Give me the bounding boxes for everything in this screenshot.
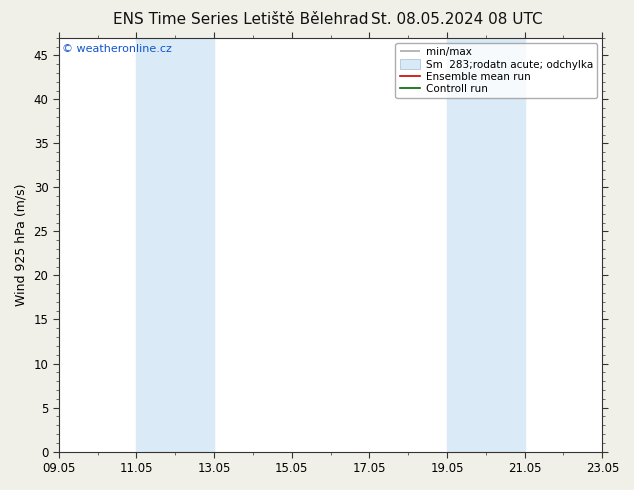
Bar [136, 38, 214, 452]
Legend: min/max, Sm  283;rodatn acute; odchylka, Ensemble mean run, Controll run: min/max, Sm 283;rodatn acute; odchylka, … [396, 43, 597, 98]
Y-axis label: Wind 925 hPa (m/s): Wind 925 hPa (m/s) [15, 183, 28, 306]
Text: St. 08.05.2024 08 UTC: St. 08.05.2024 08 UTC [371, 12, 542, 27]
Text: ENS Time Series Letiště Bělehrad: ENS Time Series Letiště Bělehrad [113, 12, 368, 27]
Bar [447, 38, 525, 452]
Text: © weatheronline.cz: © weatheronline.cz [61, 44, 171, 54]
